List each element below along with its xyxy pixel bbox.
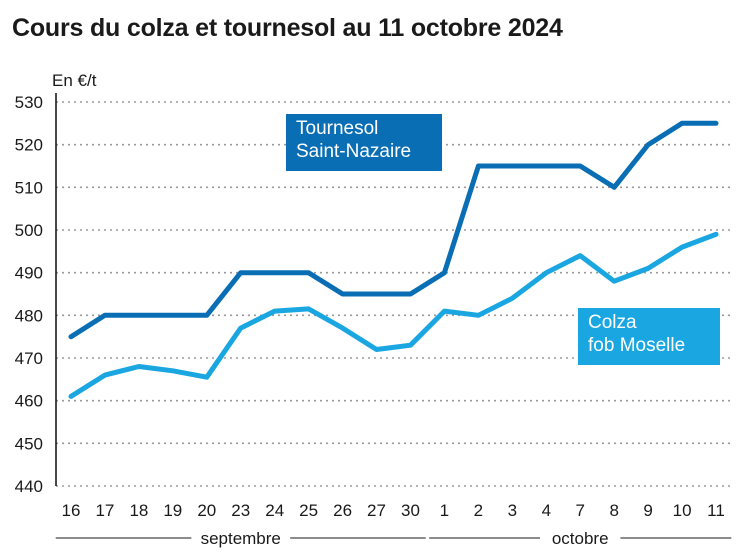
x-tick-label: 20 [197,501,216,520]
x-tick-label: 23 [231,501,250,520]
x-tick-label: 3 [508,501,517,520]
x-tick-label: 8 [609,501,618,520]
series-label-line: Colza [588,312,637,333]
x-tick-label: 1 [440,501,449,520]
y-tick-label: 480 [15,306,43,325]
x-tick-labels: 16 17 18 19 20 23 24 25 26 27 30 1 2 3 4 7 8 9 10 11 [62,501,725,520]
series-label-line: Saint-Nazaire [296,141,412,162]
x-tick-label: 24 [265,501,284,520]
y-tick-label: 500 [15,221,43,240]
x-tick-label: 26 [333,501,352,520]
x-tick-label: 27 [367,501,386,520]
y-tick-label: 440 [15,477,43,496]
x-tick-label: 4 [542,501,551,520]
y-tick-labels: 440 450 460 470 480 490 500 510 520 530 [15,93,43,496]
x-tick-label: 11 [707,501,725,520]
x-tick-label: 9 [643,501,652,520]
month-label: septembre [201,529,281,548]
x-tick-label: 16 [62,501,81,520]
y-tick-label: 450 [15,434,43,453]
y-axis-unit-label: En €/t [52,71,97,90]
x-tick-label: 10 [673,501,692,520]
x-tick-label: 25 [299,501,318,520]
y-tick-label: 470 [15,349,43,368]
x-tick-label: 19 [163,501,182,520]
y-tick-label: 520 [15,136,43,155]
x-tick-label: 18 [129,501,148,520]
x-tick-label: 2 [474,501,483,520]
series-line-1 [68,231,719,399]
series-line-0 [68,120,719,340]
x-tick-label: 17 [95,501,114,520]
y-tick-label: 490 [15,264,43,283]
x-tick-label: 30 [401,501,420,520]
month-label: octobre [552,529,609,548]
series-label-colza: Colza fob Moselle [578,308,720,365]
month-groups: septembre octobre [55,529,732,548]
series-label-line: fob Moselle [588,335,686,356]
y-tick-label: 460 [15,392,43,411]
x-tick-label: 7 [575,501,584,520]
series-label-line: Tournesol [296,118,379,139]
y-tick-label: 530 [15,93,43,112]
series-lines [68,120,719,399]
series-label-tournesol: Tournesol Saint-Nazaire [286,114,442,171]
y-tick-label: 510 [15,178,43,197]
chart-title: Cours du colza et tournesol au 11 octobr… [12,14,563,42]
